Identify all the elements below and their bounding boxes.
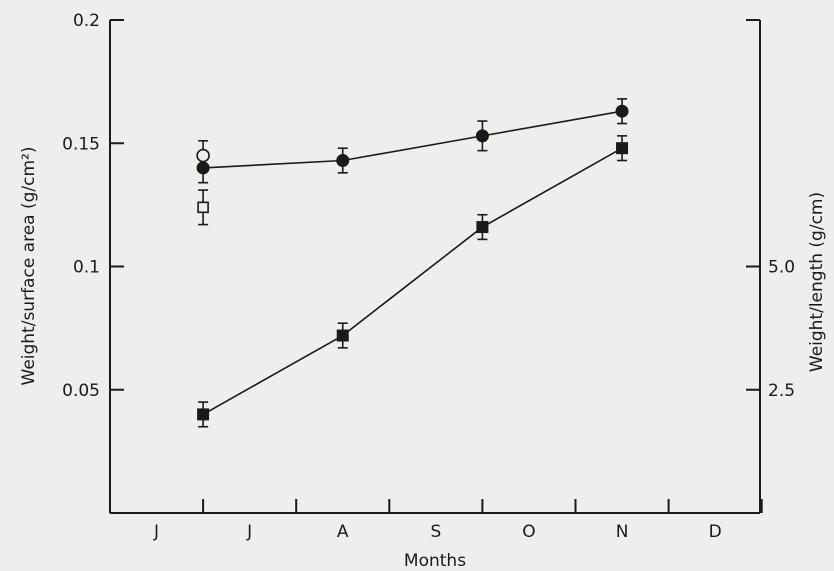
series-line <box>202 147 623 416</box>
x-axis-tick-label: J <box>246 522 252 542</box>
right-axis-tick-label: 2.5 <box>768 381 795 401</box>
left-axis-tick-label: 0.2 <box>73 11 100 31</box>
data-point-filled-circle <box>336 154 350 168</box>
chart-ticks: 0.05 0.1 0.15 0.2 2.5 5.0 J J A S O N D <box>62 11 795 542</box>
chart-axes <box>109 20 761 514</box>
right-axis-tick-label: 5.0 <box>768 258 795 278</box>
data-point-filled-square <box>476 221 489 234</box>
data-point-open-square <box>197 201 209 214</box>
x-axis-tick-label: O <box>522 522 535 542</box>
x-axis-tick-label: S <box>430 522 441 542</box>
x-axis-label: Months <box>404 551 466 571</box>
series-line <box>203 110 623 169</box>
x-axis-tick-label: A <box>337 522 349 542</box>
right-y-axis-label: Weight/length (g/cm) <box>807 192 827 372</box>
data-point-filled-square <box>616 142 629 155</box>
left-y-axis-label: Weight/surface area (g/cm²) <box>19 146 39 385</box>
left-axis-tick-label: 0.15 <box>62 134 100 154</box>
data-point-filled-circle <box>475 129 489 143</box>
data-point-filled-square <box>336 329 349 342</box>
data-point-filled-circle <box>615 104 629 118</box>
x-axis-tick-label: N <box>616 522 629 542</box>
data-point-open-circle <box>196 148 210 163</box>
data-point-filled-square <box>197 408 210 421</box>
left-axis-tick-label: 0.05 <box>62 381 100 401</box>
chart-marks <box>196 98 629 428</box>
x-axis-tick-label: J <box>153 522 159 542</box>
left-axis-tick-label: 0.1 <box>73 258 100 278</box>
x-axis-tick-label: D <box>709 522 722 542</box>
